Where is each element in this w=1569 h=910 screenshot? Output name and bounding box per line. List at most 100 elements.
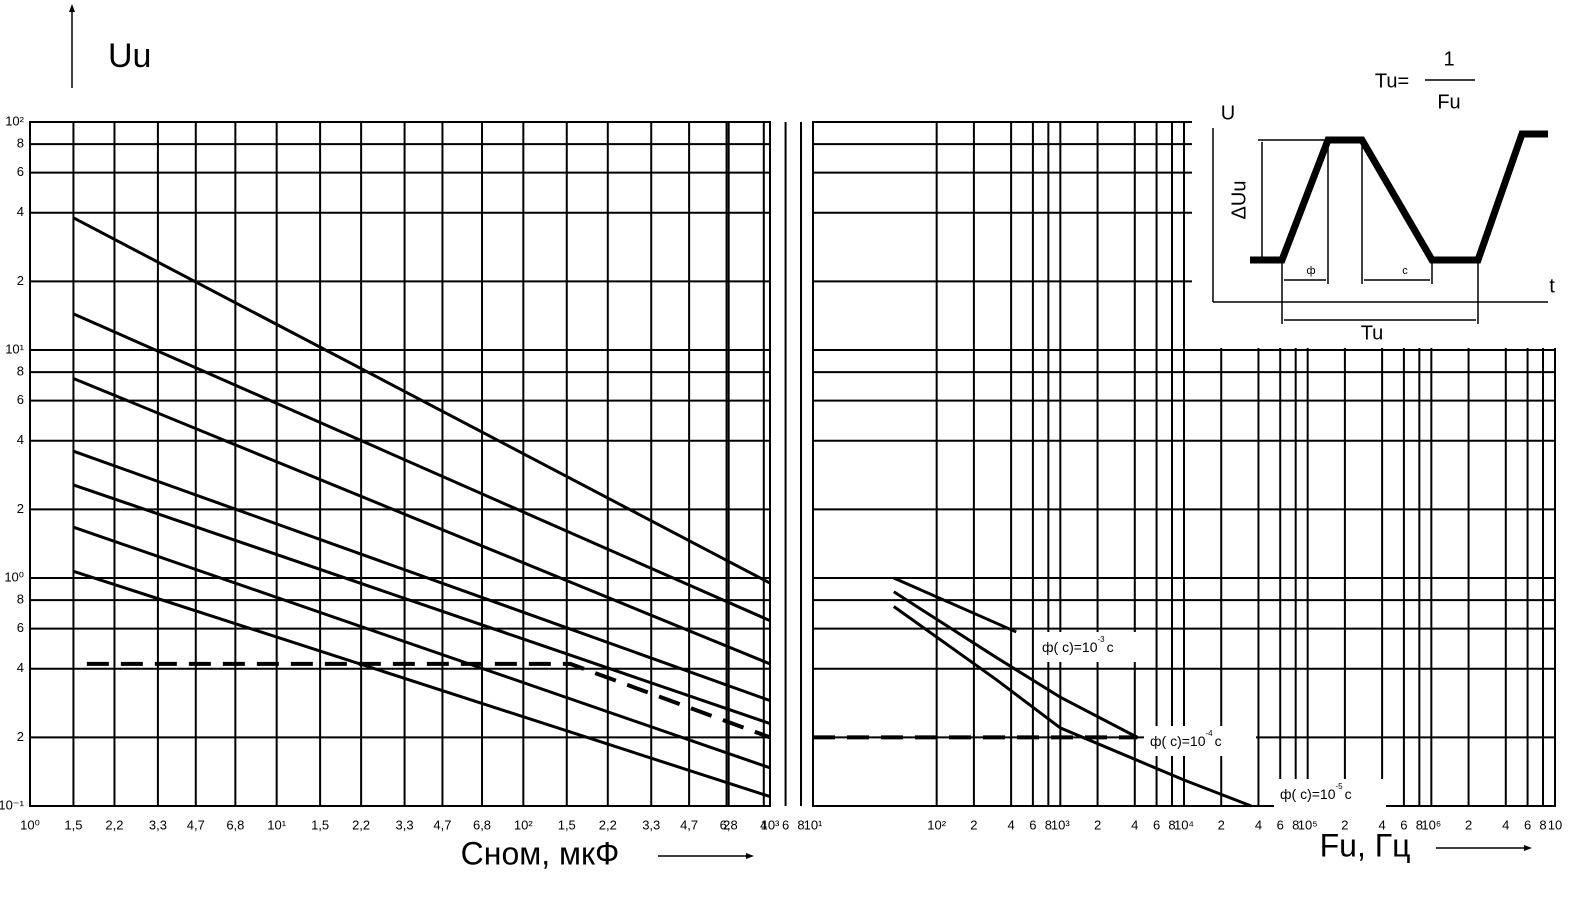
curve — [72, 449, 771, 702]
front-label: ф — [1306, 265, 1315, 277]
curve — [72, 377, 771, 666]
arrow-head — [746, 853, 754, 859]
x-tick-label: 8 — [797, 817, 804, 832]
x-tick-label: 2,2 — [352, 817, 370, 832]
x-tick-label: 4,7 — [187, 817, 205, 832]
y-tick-label: 2 — [17, 729, 24, 744]
annotation-part: ф( с)=10 — [1280, 786, 1336, 802]
y-tick-label: 10⁻¹ — [0, 797, 25, 812]
inset: Tu= 1 Fu U t ΔUu ф с Tu — [1192, 0, 1569, 348]
x-tick-label: 10² — [514, 817, 533, 832]
x-tick-label: 10¹ — [804, 817, 823, 832]
x-tick-label: 4,7 — [433, 817, 451, 832]
x-tick-label: 6 — [1277, 817, 1284, 832]
y-tick-label: 10¹ — [5, 341, 24, 356]
curve — [892, 605, 1252, 808]
curve — [893, 576, 1017, 634]
y-axis-title: Uu — [108, 37, 151, 75]
curve — [72, 312, 771, 623]
x-tick-label: 8 — [1292, 817, 1299, 832]
annotation: ф( с)=10-3 с — [1042, 635, 1114, 655]
plot-frame — [29, 121, 771, 807]
x-tick-label: 2 — [1341, 817, 1348, 832]
x-tick-label: 6 — [1400, 817, 1407, 832]
x-tick-label: 8 — [1416, 817, 1423, 832]
x-tick-label: 10⁴ — [1174, 817, 1194, 832]
formula: Fu — [1437, 91, 1460, 113]
y-tick-label: 4 — [17, 432, 24, 447]
x-tick-label: 6 — [1153, 817, 1160, 832]
x-tick-label: 1,5 — [311, 817, 329, 832]
x-axis-title: Сном, мкФ — [461, 835, 620, 871]
x-tick-label: 4 — [1379, 817, 1386, 832]
annotation: ф( с)=10-5 с — [1280, 782, 1352, 802]
x-tick-label: 8 — [1045, 817, 1052, 832]
x-tick-label: 2 — [1094, 817, 1101, 832]
period-label: Tu — [1361, 322, 1384, 344]
y-tick-label: 8 — [17, 592, 24, 607]
x-axis-title: Fu, Гц — [1320, 827, 1411, 863]
x-tick-label: 4 — [1008, 817, 1015, 832]
annotation-part: с — [1215, 733, 1222, 749]
x-tick-label: 6 — [782, 817, 789, 832]
x-tick-label: 8 — [1539, 817, 1546, 832]
plot-frame — [812, 121, 1556, 807]
x-tick-label: 6,8 — [720, 817, 738, 832]
dashed-line — [86, 661, 771, 740]
x-tick-label: 10¹ — [267, 817, 286, 832]
y-tick-label: 10² — [5, 113, 24, 128]
x-tick-label: 2,2 — [105, 817, 123, 832]
x-tick-label: 6,8 — [226, 817, 244, 832]
y-tick-label: 8 — [17, 136, 24, 151]
y-tick-label: 4 — [17, 204, 24, 219]
x-tick-label: 3,3 — [149, 817, 167, 832]
annotation-part: -4 — [1205, 729, 1213, 738]
annotation-bg — [1274, 779, 1386, 809]
y-tick-label: 6 — [17, 164, 24, 179]
x-tick-label: 10⁰ — [20, 817, 40, 832]
formula: Tu= — [1375, 70, 1409, 92]
curve — [72, 216, 771, 585]
curve — [892, 590, 1139, 739]
x-tick-label: 2 — [1465, 817, 1472, 832]
x-tick-label: 6,8 — [473, 817, 491, 832]
y-tick-label: 6 — [17, 392, 24, 407]
x-tick-label: 2 — [970, 817, 977, 832]
annotation-part: ф( с)=10 — [1042, 639, 1098, 655]
x-tick-label: 4 — [760, 817, 767, 832]
x-tick-label: 3,3 — [396, 817, 414, 832]
axis-label: U — [1221, 102, 1235, 124]
x-tick-label: 2,2 — [599, 817, 617, 832]
x-tick-label: 2 — [723, 817, 730, 832]
dimension-lines — [1258, 139, 1479, 324]
x-tick-label: 4 — [1255, 817, 1262, 832]
x-tick-label: 1,5 — [558, 817, 576, 832]
x-tick-label: 6 — [1029, 817, 1036, 832]
x-tick-label: 10³ — [1051, 817, 1070, 832]
annotation-bg — [1144, 726, 1256, 756]
x-tick-label: 2 — [1218, 817, 1225, 832]
delta-label: ΔUu — [1228, 181, 1250, 220]
annotation-part: -3 — [1097, 635, 1105, 644]
annotation-part: -5 — [1335, 782, 1343, 791]
annotation-part: ф( с)=10 — [1150, 733, 1206, 749]
x-tick-label: 10⁶ — [1421, 817, 1441, 832]
annotation: ф( с)=10-4 с — [1150, 729, 1222, 749]
cut-label: с — [1402, 265, 1408, 277]
x-tick-label: 10⁵ — [1298, 817, 1318, 832]
axis-decor: Uu Сном, мкФ Fu, Гц — [69, 4, 1532, 871]
x-tick-label: 6 — [1524, 817, 1531, 832]
curve — [72, 569, 771, 798]
x-tick-label: 4,7 — [680, 817, 698, 832]
y-tick-label: 4 — [17, 660, 24, 675]
x-tick-label: 10 — [1548, 817, 1562, 832]
x-tick-label: 1,5 — [64, 817, 82, 832]
pulse — [1250, 130, 1548, 264]
annotation-part: с — [1345, 786, 1352, 802]
y-tick-label: 10⁰ — [4, 569, 24, 584]
x-tick-label: 10² — [927, 817, 946, 832]
y-tick-label: 2 — [17, 501, 24, 516]
formula: 1 — [1443, 48, 1454, 70]
